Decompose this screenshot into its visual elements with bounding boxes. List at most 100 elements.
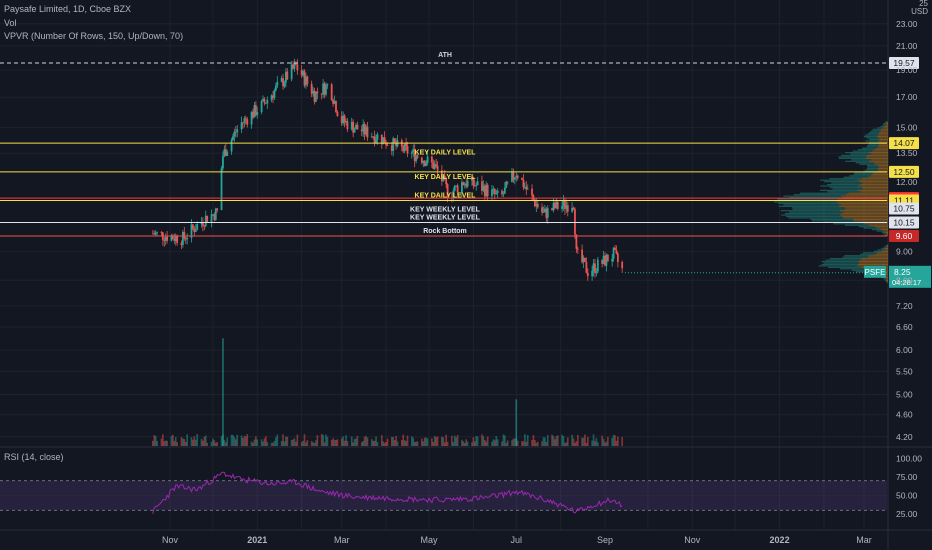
volume-bar [412,437,415,446]
candle-body [456,185,459,193]
vpvr-row-up [831,182,863,184]
time-axis[interactable]: Nov 2021 Mar May Jul Sep Nov 2022 Mar [162,535,872,545]
vpvr-row-down [857,185,888,187]
candle-body [305,76,307,86]
candle-body [562,200,565,206]
volume-bar [370,438,373,446]
volume-bar [401,439,403,446]
volume-bar [326,436,329,446]
candle-body [461,182,463,193]
candle-body [501,190,503,195]
volume-bar [246,434,249,446]
candle-body [370,136,373,138]
time-label: 2021 [247,535,267,545]
volume-bar [406,435,409,446]
volume-bar [465,439,468,446]
vpvr-row-up [881,231,886,234]
vpvr-row-up [781,214,840,216]
volume-bar [310,441,313,446]
volume-bar [346,440,349,446]
vpvr-row-up [880,125,885,128]
volume-bar [316,435,319,446]
candle-body [541,207,543,213]
candle-body [472,177,475,186]
symbol-title[interactable]: Paysafe Limited, 1D, Cboe BZX [4,4,132,14]
vpvr-row-down [860,183,888,186]
volume-bar [363,436,366,446]
price-tick: 23.00 [896,19,918,29]
volume-bar [190,437,193,446]
volume-bar [621,437,623,446]
candle-body [565,205,568,209]
volume-bar [453,435,456,446]
vpvr-row-down [868,176,888,178]
price-tick: 13.50 [896,148,918,158]
vpvr-row-up [885,244,887,247]
candle-body [243,118,246,123]
volume-bar [365,435,367,446]
candle-body [151,233,154,235]
vol-indicator-label[interactable]: Vol [4,18,17,28]
volume-spike [515,399,518,446]
volume-bar [250,441,253,446]
candle-body [531,188,533,196]
candle-body [566,205,569,212]
volume-bar [276,434,279,446]
volume-bar [192,439,194,446]
vpvr-row-up [865,140,878,142]
candle-body [363,124,366,135]
vpvr-row-up [864,134,878,136]
volume-bar [551,434,553,446]
candle-body [300,70,303,76]
vpvr-row-down [867,256,888,258]
candle-body [556,201,559,209]
volume-bar [256,439,259,446]
volume-bar [562,436,565,446]
volume-bar [366,437,369,446]
volume-bar [182,438,184,446]
vpvr-row-down [878,167,888,170]
volume-bar [587,436,589,446]
vpvr-row-up [827,183,861,186]
vpvr-row-down [876,252,888,254]
volume-bar [320,434,323,446]
candle-body [356,124,359,130]
candle-body [362,124,365,132]
candle-body [263,98,266,103]
rsi-indicator-label[interactable]: RSI (14, close) [4,452,64,462]
vpvr-row-up [810,218,854,221]
vpvr-row-up [821,260,859,263]
vpvr-row-down [860,191,888,193]
candle-body [194,229,197,233]
vpvr-row-up [871,130,881,132]
vpvr-row-down [863,223,888,225]
candle-body [345,121,347,123]
vpvr-indicator-label[interactable]: VPVR (Number Of Rows, 150, Up/Down, 70) [4,31,184,41]
volume-bar [544,437,546,446]
candle-body [523,186,526,188]
candle-body [360,129,363,132]
volume-bar [263,438,266,446]
price-tag-bg [889,216,919,229]
candle-body [455,185,458,187]
candle-body [575,234,578,249]
rsi-tick: 50.00 [896,491,918,501]
vpvr-row-up [841,154,867,157]
candle-body [366,126,369,138]
volume-bar [541,441,543,446]
volume-bar [462,441,465,446]
volume-bar [332,438,334,446]
vpvr-row-up [780,210,840,212]
volume-bar [293,438,296,446]
volume-bar [597,442,599,446]
candle-body [233,131,236,137]
volume-bar [325,434,327,446]
candle-body [252,111,254,118]
volume-bar [322,434,324,446]
candle-body [423,160,426,166]
volume-bar [233,436,236,446]
vpvr-row-down [878,144,888,146]
candle-body [350,121,353,130]
